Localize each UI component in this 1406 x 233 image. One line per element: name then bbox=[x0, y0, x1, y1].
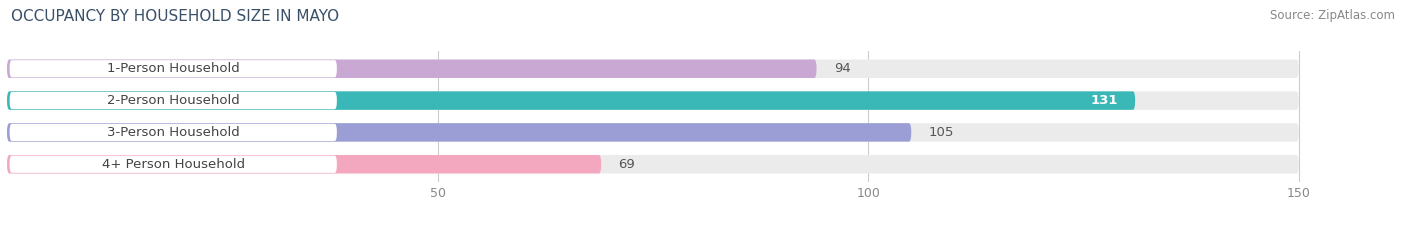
Text: OCCUPANCY BY HOUSEHOLD SIZE IN MAYO: OCCUPANCY BY HOUSEHOLD SIZE IN MAYO bbox=[11, 9, 339, 24]
FancyBboxPatch shape bbox=[7, 60, 1299, 78]
FancyBboxPatch shape bbox=[7, 60, 817, 78]
FancyBboxPatch shape bbox=[10, 60, 337, 77]
Text: 131: 131 bbox=[1091, 94, 1118, 107]
FancyBboxPatch shape bbox=[7, 91, 1299, 110]
Text: 105: 105 bbox=[928, 126, 953, 139]
Text: 69: 69 bbox=[619, 158, 636, 171]
FancyBboxPatch shape bbox=[10, 92, 337, 109]
FancyBboxPatch shape bbox=[7, 123, 911, 142]
Text: 94: 94 bbox=[834, 62, 851, 75]
Text: 1-Person Household: 1-Person Household bbox=[107, 62, 239, 75]
Text: 4+ Person Household: 4+ Person Household bbox=[101, 158, 245, 171]
FancyBboxPatch shape bbox=[7, 155, 602, 173]
Text: 3-Person Household: 3-Person Household bbox=[107, 126, 239, 139]
FancyBboxPatch shape bbox=[10, 156, 337, 173]
FancyBboxPatch shape bbox=[10, 124, 337, 141]
FancyBboxPatch shape bbox=[7, 123, 1299, 142]
Text: 2-Person Household: 2-Person Household bbox=[107, 94, 239, 107]
Text: Source: ZipAtlas.com: Source: ZipAtlas.com bbox=[1270, 9, 1395, 22]
FancyBboxPatch shape bbox=[7, 91, 1135, 110]
FancyBboxPatch shape bbox=[7, 155, 1299, 173]
